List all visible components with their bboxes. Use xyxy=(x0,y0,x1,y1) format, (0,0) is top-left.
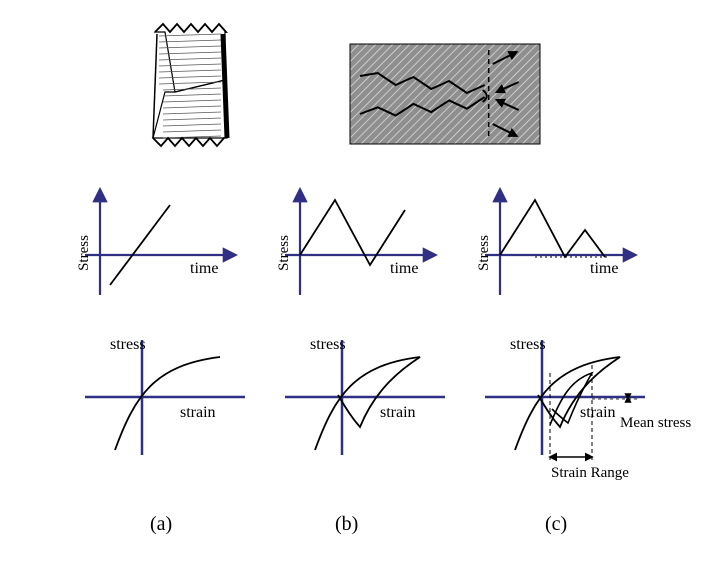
diagram-canvas: Stress time Stress time Stress time stress stra… xyxy=(0,0,708,561)
stress-strain-c: stress strain Strain Range Mean stress xyxy=(485,336,691,481)
svg-text:stress: stress xyxy=(510,336,546,353)
stress-strain-a: stress strain xyxy=(85,336,245,455)
svg-text:strain: strain xyxy=(580,404,616,421)
svg-text:stress: stress xyxy=(310,336,346,353)
stress-strain-b: stress strain xyxy=(285,336,445,455)
stress-time-c: Stress time xyxy=(476,190,635,295)
shear-block-illustration xyxy=(153,24,227,146)
stress-time-b: Stress time xyxy=(276,190,435,295)
svg-text:time: time xyxy=(390,260,418,277)
svg-text:(a): (a) xyxy=(150,513,172,535)
crack-panel-illustration xyxy=(350,44,540,144)
svg-text:strain: strain xyxy=(180,404,216,421)
stress-time-a: Stress time xyxy=(76,190,235,295)
svg-text:Mean stress: Mean stress xyxy=(620,415,691,431)
svg-text:time: time xyxy=(190,260,218,277)
svg-text:Stress: Stress xyxy=(276,235,292,271)
svg-text:time: time xyxy=(590,260,618,277)
svg-text:strain: strain xyxy=(380,404,416,421)
svg-text:stress: stress xyxy=(110,336,146,353)
svg-text:Strain Range: Strain Range xyxy=(551,465,629,481)
svg-text:Stress: Stress xyxy=(76,235,92,271)
svg-text:Stress: Stress xyxy=(476,235,492,271)
svg-text:(b): (b) xyxy=(335,513,358,535)
svg-text:(c): (c) xyxy=(545,513,567,535)
